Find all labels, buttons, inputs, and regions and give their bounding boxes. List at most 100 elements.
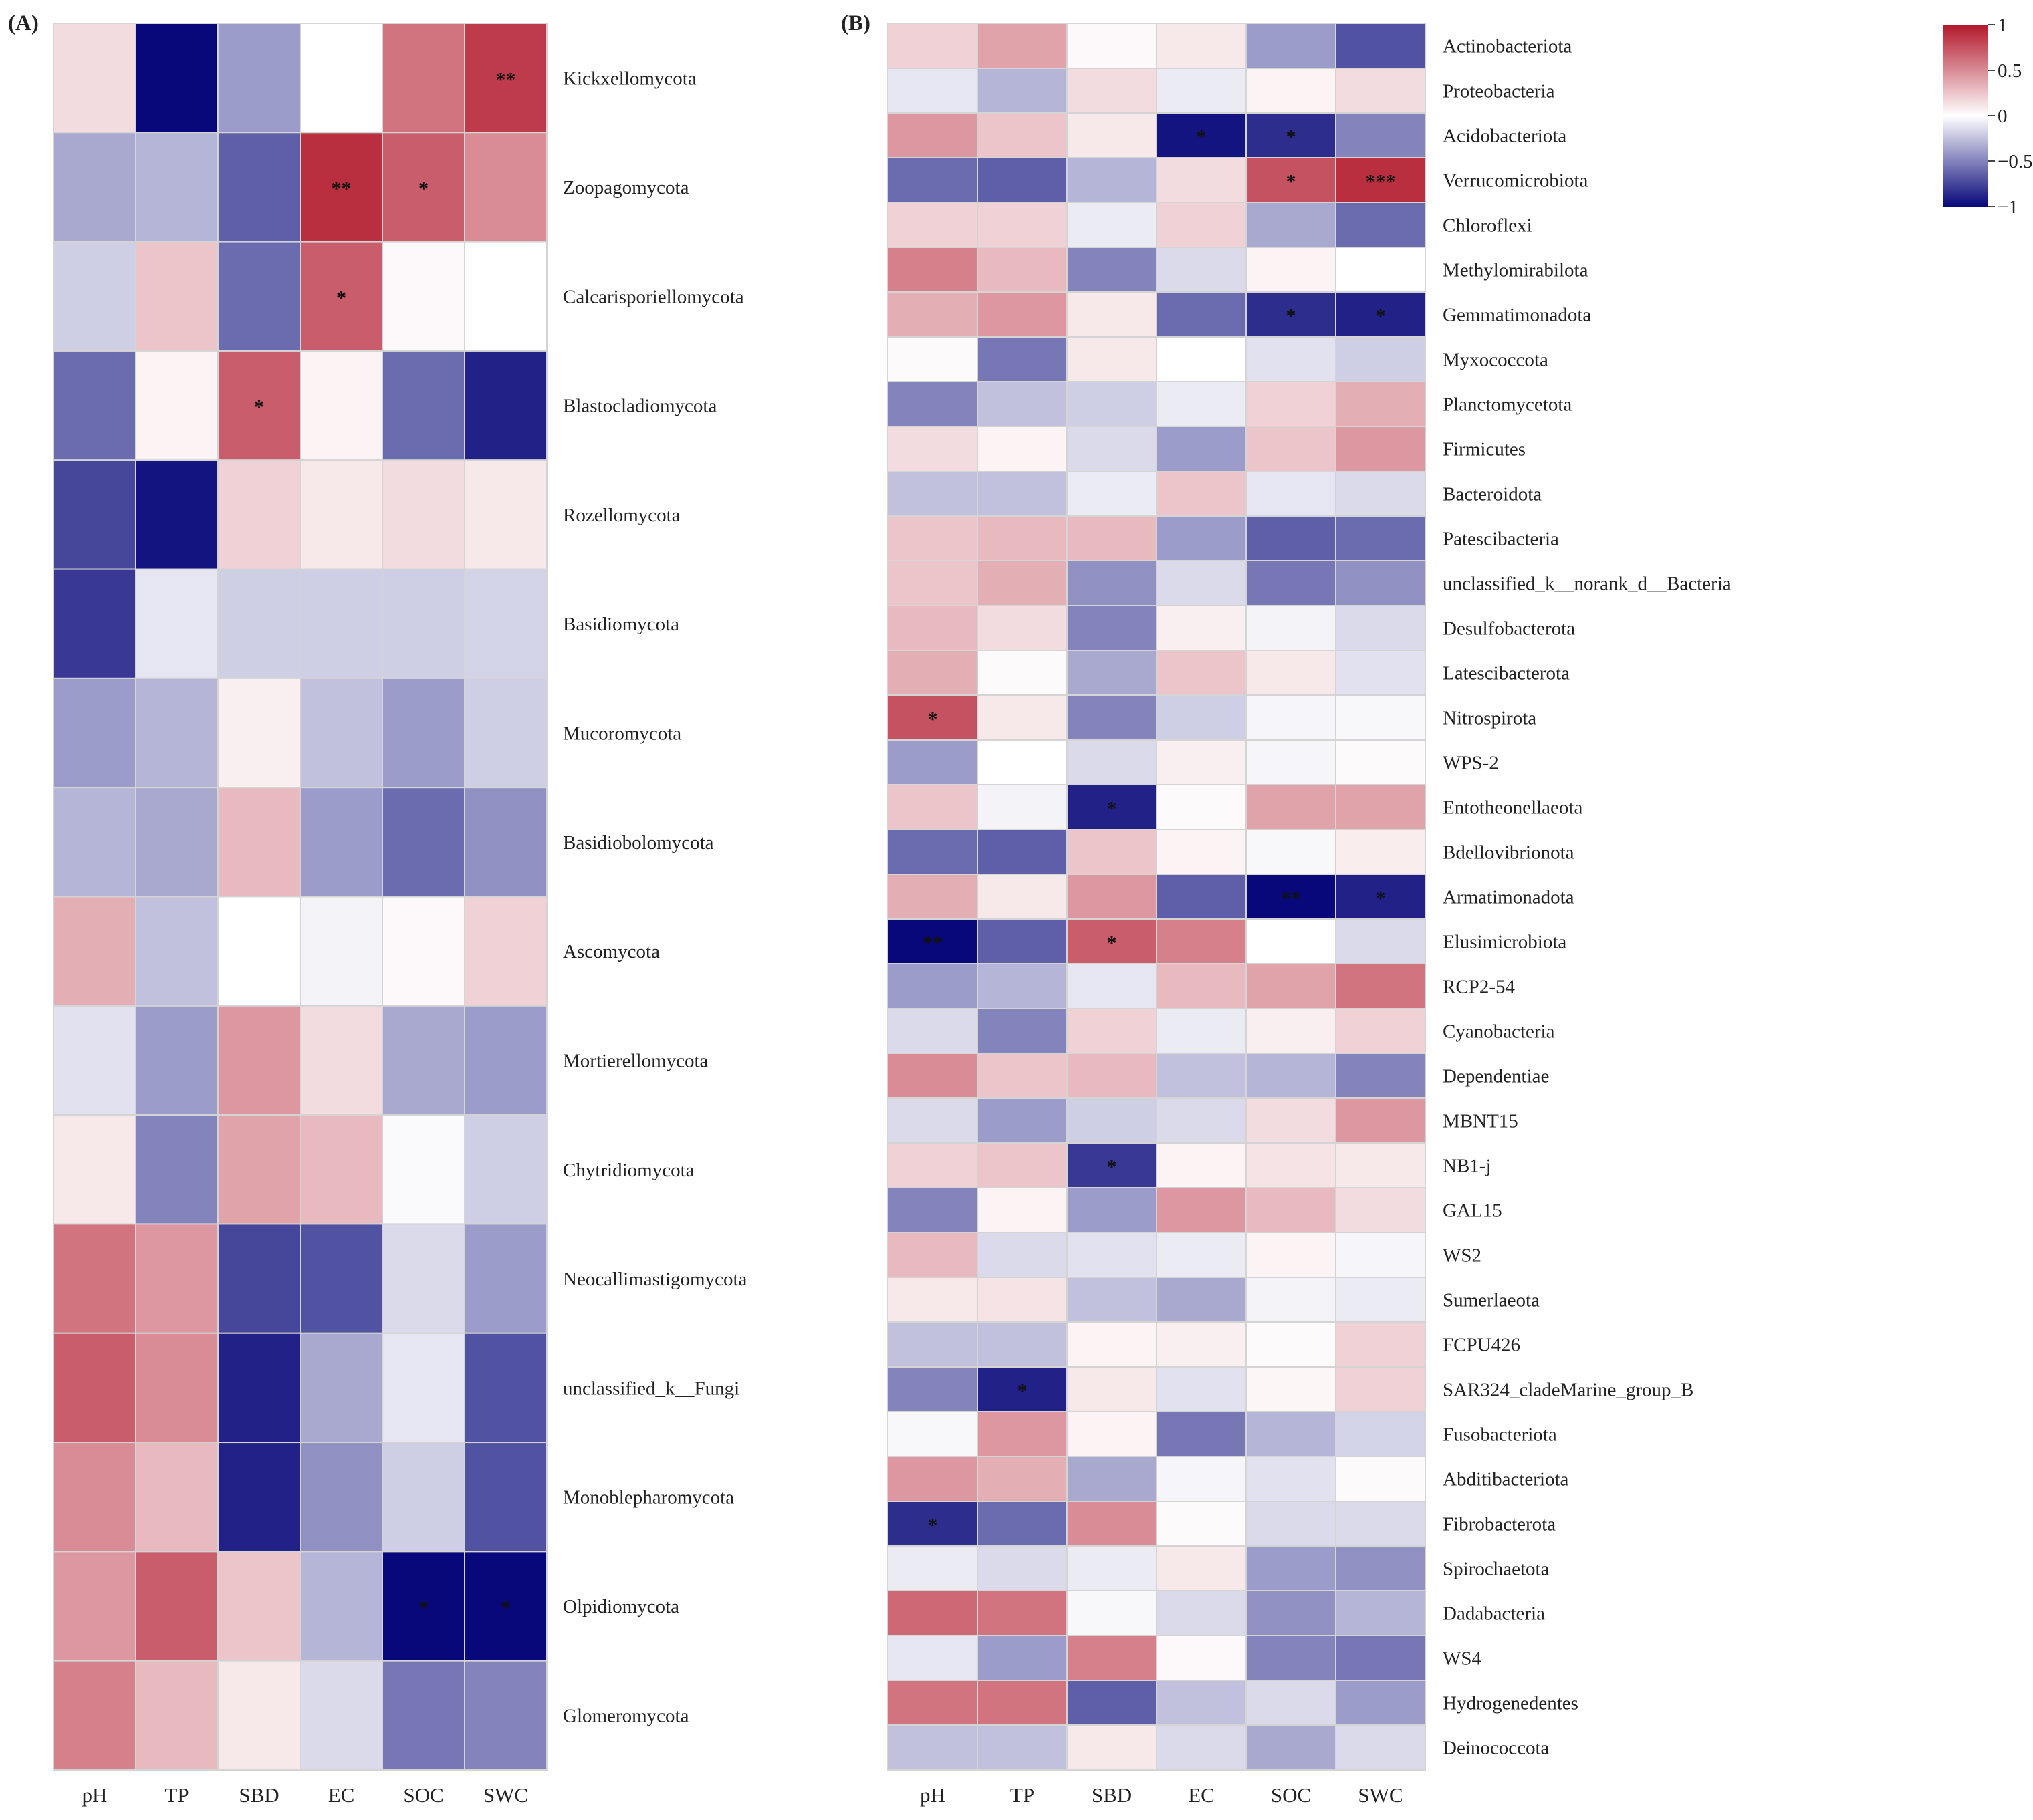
heatmap-a-cell — [300, 1114, 383, 1225]
significance-marker: * — [1376, 888, 1386, 910]
heatmap-b-cell — [1156, 829, 1247, 875]
heatmap-b-cell — [1335, 68, 1426, 114]
heatmap-a-cell — [135, 1332, 219, 1444]
row-label: Bdellovibrionota — [1443, 842, 1574, 864]
row-label: SAR324_cladeMarine_group_B — [1443, 1380, 1693, 1401]
heatmap-b-cell — [1335, 560, 1426, 606]
heatmap-b-cell — [1066, 291, 1157, 338]
heatmap-a-cell — [300, 1660, 383, 1771]
column-label: SOC — [1271, 1783, 1311, 1807]
heatmap-a-cell — [217, 1114, 301, 1225]
heatmap-b-cell — [1335, 1366, 1426, 1412]
row-label: Myxococcota — [1443, 350, 1548, 371]
heatmap-b-cell — [887, 1590, 978, 1636]
colorbar: 1 0.5 0 −0.5 −1 — [1943, 15, 2033, 218]
heatmap-b-cell — [887, 874, 978, 920]
row-label: Gemmatimonadota — [1443, 305, 1591, 326]
heatmap-b-cell — [887, 1097, 978, 1144]
heatmap-a-cell — [53, 1114, 136, 1225]
heatmap-a-cell — [217, 1660, 301, 1771]
heatmap-b-cell — [1066, 1232, 1157, 1278]
row-label: Entotheonellaeota — [1443, 797, 1582, 819]
heatmap-b-cell — [887, 1232, 978, 1278]
heatmap-b-cell — [977, 1724, 1068, 1771]
row-label: RCP2-54 — [1443, 977, 1515, 998]
heatmap-b-cell — [1066, 247, 1157, 293]
heatmap-b-cell — [1066, 1545, 1157, 1591]
heatmap-a-cell — [217, 1332, 301, 1444]
heatmap-b-cell — [977, 291, 1068, 338]
heatmap-b-cell — [1335, 471, 1426, 517]
heatmap-a-cell — [300, 132, 383, 243]
heatmap-a-cell — [53, 1551, 136, 1662]
heatmap-b-cell — [1066, 1724, 1157, 1771]
heatmap-b-cell — [1066, 874, 1157, 920]
heatmap-b-cell — [977, 381, 1068, 427]
colorbar-tick-label: 1 — [1998, 15, 2008, 36]
heatmap-b-cell — [887, 336, 978, 382]
heatmap-b-cell — [977, 829, 1068, 875]
heatmap-b-cell — [1245, 650, 1336, 696]
significance-marker: * — [1197, 126, 1207, 148]
heatmap-a-cell — [300, 787, 383, 898]
heatmap-b-cell — [1066, 605, 1157, 651]
heatmap-a-cell — [135, 1223, 219, 1334]
heatmap-b-cell — [1335, 1321, 1426, 1368]
row-label: WPS-2 — [1443, 753, 1499, 774]
row-label: Fusobacteriota — [1443, 1424, 1557, 1446]
row-label: WS2 — [1443, 1245, 1481, 1267]
heatmap-b-cell — [887, 202, 978, 248]
row-label: Actinobacteriota — [1443, 36, 1572, 57]
heatmap-a-cell — [300, 241, 383, 352]
heatmap-a-cell — [382, 350, 465, 461]
significance-marker: ** — [1281, 888, 1301, 910]
row-label: Hydrogenedentes — [1443, 1693, 1578, 1714]
heatmap-b-cell — [1245, 381, 1336, 427]
column-label: SWC — [1358, 1783, 1403, 1807]
significance-marker: * — [928, 1515, 938, 1537]
heatmap-b-cell — [887, 1142, 978, 1188]
heatmap-b-cell — [887, 1501, 978, 1547]
significance-marker: * — [1107, 798, 1117, 820]
heatmap-b-cell — [1156, 694, 1247, 741]
row-label: WS4 — [1443, 1648, 1482, 1670]
heatmap-b-cell — [1066, 1501, 1157, 1547]
heatmap-b-cell — [1335, 1724, 1426, 1771]
row-label: Deinococcota — [1443, 1738, 1550, 1759]
row-label: Bacteroidota — [1443, 484, 1542, 505]
heatmap-b-cell — [1335, 605, 1426, 651]
heatmap-a-cell — [300, 677, 383, 789]
heatmap-b-cell — [1245, 1187, 1336, 1233]
heatmap-b-cell — [1245, 68, 1336, 114]
heatmap-a-cell — [217, 132, 301, 243]
heatmap-a-cell — [300, 1332, 383, 1444]
heatmap-b-cell — [1156, 1501, 1247, 1547]
heatmap-a-cell — [464, 1223, 548, 1334]
heatmap-a-cell — [53, 1660, 136, 1771]
row-label: Armatimonadota — [1443, 887, 1574, 908]
heatmap-b-cell — [1335, 829, 1426, 875]
row-label: Desulfobacterota — [1443, 618, 1575, 640]
heatmap-b-cell — [1335, 1008, 1426, 1054]
heatmap-b-cell — [1245, 112, 1336, 158]
heatmap-a-cell — [300, 1442, 383, 1553]
heatmap-b-cell — [887, 68, 978, 114]
heatmap-b-cell — [1156, 247, 1247, 293]
heatmap-b-cell — [977, 560, 1068, 606]
heatmap-b-cell — [887, 605, 978, 651]
heatmap-b-cell — [1066, 426, 1157, 472]
row-label: Blastocladiomycota — [563, 396, 717, 417]
heatmap-b-cell — [1156, 336, 1247, 382]
heatmap-a-cell — [382, 23, 465, 134]
heatmap-b-cell — [1245, 739, 1336, 785]
heatmap-b-cell — [1335, 1590, 1426, 1636]
significance-marker: * — [336, 287, 346, 309]
heatmap-b-cell — [1156, 650, 1247, 696]
heatmap-b-cell — [1335, 1277, 1426, 1323]
column-label: pH — [82, 1783, 108, 1807]
heatmap-b-cell — [977, 23, 1068, 69]
heatmap-b-cell — [1245, 1053, 1336, 1099]
heatmap-b-cell — [1156, 1008, 1247, 1054]
heatmap-b-cell — [977, 874, 1068, 920]
